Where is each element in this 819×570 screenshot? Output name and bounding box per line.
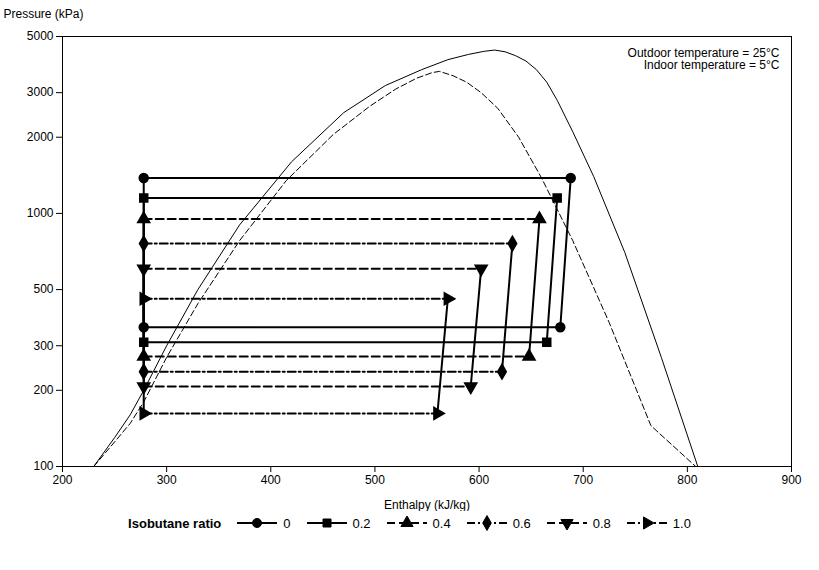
svg-text:800: 800	[677, 473, 697, 487]
svg-text:900: 900	[781, 473, 801, 487]
svg-text:Enthalpy (kJ/kg): Enthalpy (kJ/kg)	[384, 498, 470, 512]
svg-text:2000: 2000	[27, 130, 54, 144]
svg-text:Pressure (kPa): Pressure (kPa)	[4, 7, 84, 21]
html-text:0.4: 0.4	[432, 515, 451, 531]
svg-text:Outdoor temperature = 25°CIndo: Outdoor temperature = 25°CIndoor tempera…	[628, 46, 780, 72]
svg-text:200: 200	[52, 473, 72, 487]
svg-text:100: 100	[33, 459, 53, 473]
svg-text:500: 500	[365, 473, 385, 487]
html-text:Isobutane ratio: Isobutane ratio	[128, 515, 222, 531]
svg-text:3000: 3000	[27, 85, 54, 99]
svg-text:200: 200	[33, 383, 53, 397]
svg-text:5000: 5000	[27, 29, 54, 43]
html-text:0.6: 0.6	[512, 515, 531, 531]
svg-text:700: 700	[573, 473, 593, 487]
svg-text:400: 400	[261, 473, 281, 487]
html-text:1.0: 1.0	[672, 515, 691, 531]
svg-text:300: 300	[157, 473, 177, 487]
html-text:0.2: 0.2	[352, 515, 371, 531]
svg-text:1000: 1000	[27, 206, 54, 220]
svg-text:500: 500	[33, 282, 53, 296]
svg-text:300: 300	[33, 339, 53, 353]
html-text:0: 0	[283, 515, 291, 531]
svg-text:600: 600	[469, 473, 489, 487]
html-text:0.8: 0.8	[592, 515, 611, 531]
